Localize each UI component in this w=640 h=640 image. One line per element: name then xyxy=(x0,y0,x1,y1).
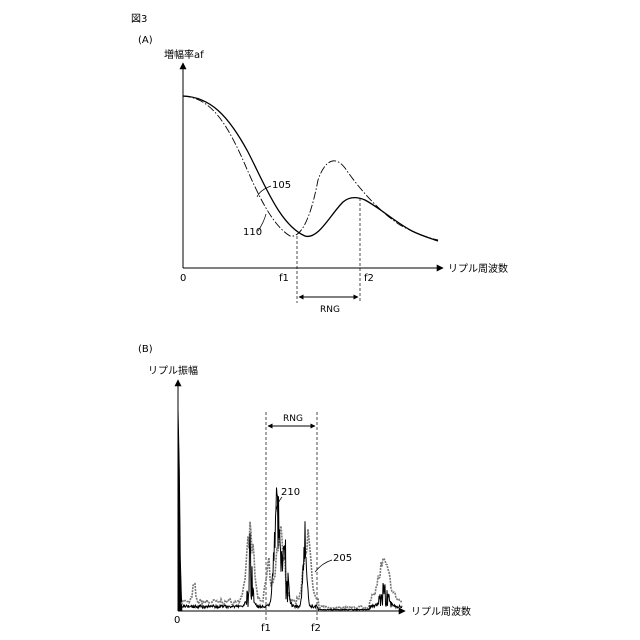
panel-a-origin-label: 0 xyxy=(180,273,186,284)
spectrum-205-leader xyxy=(315,560,332,572)
curve-105 xyxy=(183,96,438,241)
panel-a-x-axis-label: リプル周波数 xyxy=(448,262,508,275)
panel-b-x-axis-label: リプル周波数 xyxy=(411,605,471,618)
panel-b-y-axis-label: リプル振幅 xyxy=(148,364,198,377)
spectrum-205-label: 205 xyxy=(333,553,352,564)
panel-a-f2-label: f2 xyxy=(364,273,374,284)
panel-b-f2-label: f2 xyxy=(311,623,321,634)
curve-105-leader xyxy=(257,186,271,197)
panel-a: (A) 増幅率af リプル周波数 0 f1 f2 RNG 105 110 xyxy=(138,35,508,315)
curve-110 xyxy=(183,96,438,240)
dc-spike xyxy=(178,400,182,611)
panel-b-label: (B) xyxy=(138,344,153,355)
figure-label: 図3 xyxy=(131,13,147,25)
panel-a-y-axis-label: 増幅率af xyxy=(164,48,204,61)
panel-a-label: (A) xyxy=(138,35,153,46)
spectrum-210-label: 210 xyxy=(281,487,300,498)
panel-b-range-label: RNG xyxy=(283,414,303,424)
panel-b-origin-label: 0 xyxy=(174,615,180,626)
panel-b-f1-label: f1 xyxy=(261,623,271,634)
spectrum-210 xyxy=(181,488,402,611)
panel-a-f1-label: f1 xyxy=(279,273,289,284)
curve-105-label: 105 xyxy=(272,180,291,191)
spectrum-205 xyxy=(181,522,402,609)
panel-b: (B) リプル振幅 リプル周波数 0 f1 f2 RNG 210 205 xyxy=(138,344,471,634)
panel-a-range-label: RNG xyxy=(320,305,340,315)
